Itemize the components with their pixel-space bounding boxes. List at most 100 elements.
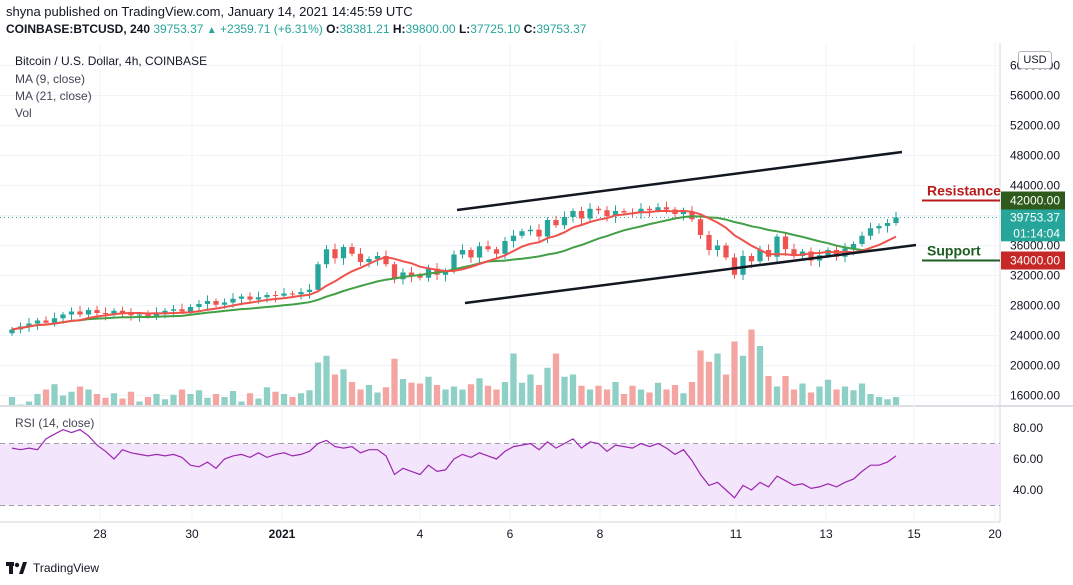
- candle-body: [60, 314, 66, 319]
- volume-bar: [280, 394, 288, 405]
- candle-body: [272, 295, 279, 296]
- candle-body: [357, 253, 364, 262]
- price-tick-label: 48000.00: [1010, 149, 1060, 163]
- volume-bar: [323, 355, 330, 405]
- volume-bars: [8, 329, 900, 405]
- volume-bar: [365, 385, 373, 405]
- price-tick-label: 36000.00: [1010, 239, 1060, 253]
- volume-bar: [586, 389, 594, 405]
- candle-body: [731, 257, 738, 275]
- volume-bar: [42, 389, 50, 405]
- volume-bar: [170, 394, 177, 405]
- resistance-tag: [1001, 191, 1065, 210]
- volume-bar: [153, 394, 160, 405]
- volume-bar: [493, 389, 500, 405]
- volume-bar: [459, 389, 466, 405]
- volume-bar: [127, 391, 135, 405]
- time-tick-label: 6: [507, 527, 514, 541]
- candle-body: [85, 310, 92, 315]
- price-axis[interactable]: 28000.0032000.0036000.0040000.0044000.00…: [1001, 59, 1065, 498]
- volume-bar: [382, 387, 390, 405]
- candle-body: [238, 296, 245, 299]
- volume-bar: [578, 385, 585, 405]
- resistance-value: 42000.00: [1010, 194, 1060, 208]
- candle-body: [587, 208, 593, 219]
- candle-body: [153, 313, 160, 316]
- volume-bar: [799, 383, 806, 405]
- ma21-line[interactable]: [11, 215, 897, 331]
- candle-body: [663, 207, 670, 210]
- volume-bar: [816, 386, 823, 405]
- currency-button[interactable]: USD: [1018, 51, 1052, 69]
- last-price-label: 39753.37: [1010, 210, 1060, 224]
- candle-body: [408, 272, 415, 276]
- candle-body: [179, 309, 185, 312]
- channel-upper-line[interactable]: [456, 150, 903, 212]
- volume-bar: [442, 389, 449, 405]
- candle-body: [374, 256, 381, 259]
- volume-legend[interactable]: Vol: [15, 106, 32, 120]
- volume-bar: [561, 376, 568, 405]
- rsi-legend[interactable]: RSI (14, close): [15, 416, 95, 430]
- volume-bar: [221, 397, 228, 405]
- volume-bar: [552, 353, 560, 405]
- volume-bar: [518, 382, 526, 405]
- volume-bar: [51, 384, 58, 405]
- candle-body: [468, 250, 474, 258]
- candle-body: [400, 272, 406, 280]
- high-value: 39800.00: [405, 22, 456, 36]
- candle-body: [476, 246, 483, 258]
- candle-body: [230, 298, 236, 303]
- volume-bar: [544, 367, 551, 405]
- volume-bar: [739, 355, 747, 405]
- candle-body: [570, 211, 576, 217]
- channel-lower-line[interactable]: [464, 243, 917, 305]
- volume-bar: [790, 389, 798, 405]
- candle-body: [740, 256, 746, 275]
- volume-bar: [195, 390, 203, 405]
- ma9-legend[interactable]: MA (9, close): [15, 72, 86, 86]
- time-axis[interactable]: 28 30 2021 4 6 8 11 13 15 20: [93, 527, 1002, 541]
- up-triangle-icon: ▲: [206, 25, 217, 36]
- candle-body: [196, 304, 202, 307]
- candle-body: [332, 249, 338, 259]
- ma21-legend[interactable]: MA (21, close): [15, 89, 92, 103]
- volume-bar: [807, 392, 815, 405]
- main-pane[interactable]: [0, 43, 1000, 405]
- volume-bar: [535, 385, 543, 405]
- tradingview-logo[interactable]: TradingView: [6, 557, 99, 579]
- candle-body: [315, 264, 321, 290]
- candle-body: [289, 293, 296, 295]
- rsi-path[interactable]: [11, 428, 897, 499]
- candle-body: [527, 229, 534, 232]
- candle-body: [162, 310, 168, 313]
- volume-bar: [306, 390, 313, 405]
- volume-bar: [161, 399, 169, 405]
- gridlines: [0, 43, 1000, 522]
- volume-bar: [680, 393, 687, 405]
- volume-bar: [34, 394, 41, 405]
- candle-body: [808, 251, 814, 261]
- last-value: 39753.37: [153, 22, 204, 36]
- symbol-label[interactable]: COINBASE:BTCUSD, 240: [6, 22, 151, 36]
- resistance-label: Resistance: [927, 183, 1001, 199]
- volume-bar: [620, 394, 628, 405]
- volume-bar: [110, 393, 118, 405]
- price-tick-label: 32000.00: [1010, 269, 1060, 283]
- volume-bar: [722, 374, 730, 405]
- volume-bar: [671, 385, 679, 405]
- open-value: 38381.21: [339, 22, 390, 36]
- candle-body: [102, 313, 109, 314]
- volume-bar: [841, 386, 849, 405]
- volume-bar: [229, 391, 237, 405]
- volume-bar: [510, 353, 517, 405]
- candle-body: [774, 236, 780, 257]
- price-tick-label: 20000.00: [1010, 359, 1060, 373]
- volume-bar: [688, 382, 696, 405]
- candle-body: [204, 301, 211, 304]
- candle-body: [43, 320, 49, 323]
- volume-bar: [119, 398, 126, 405]
- ma9-line[interactable]: [11, 209, 897, 331]
- volume-bar: [85, 389, 92, 405]
